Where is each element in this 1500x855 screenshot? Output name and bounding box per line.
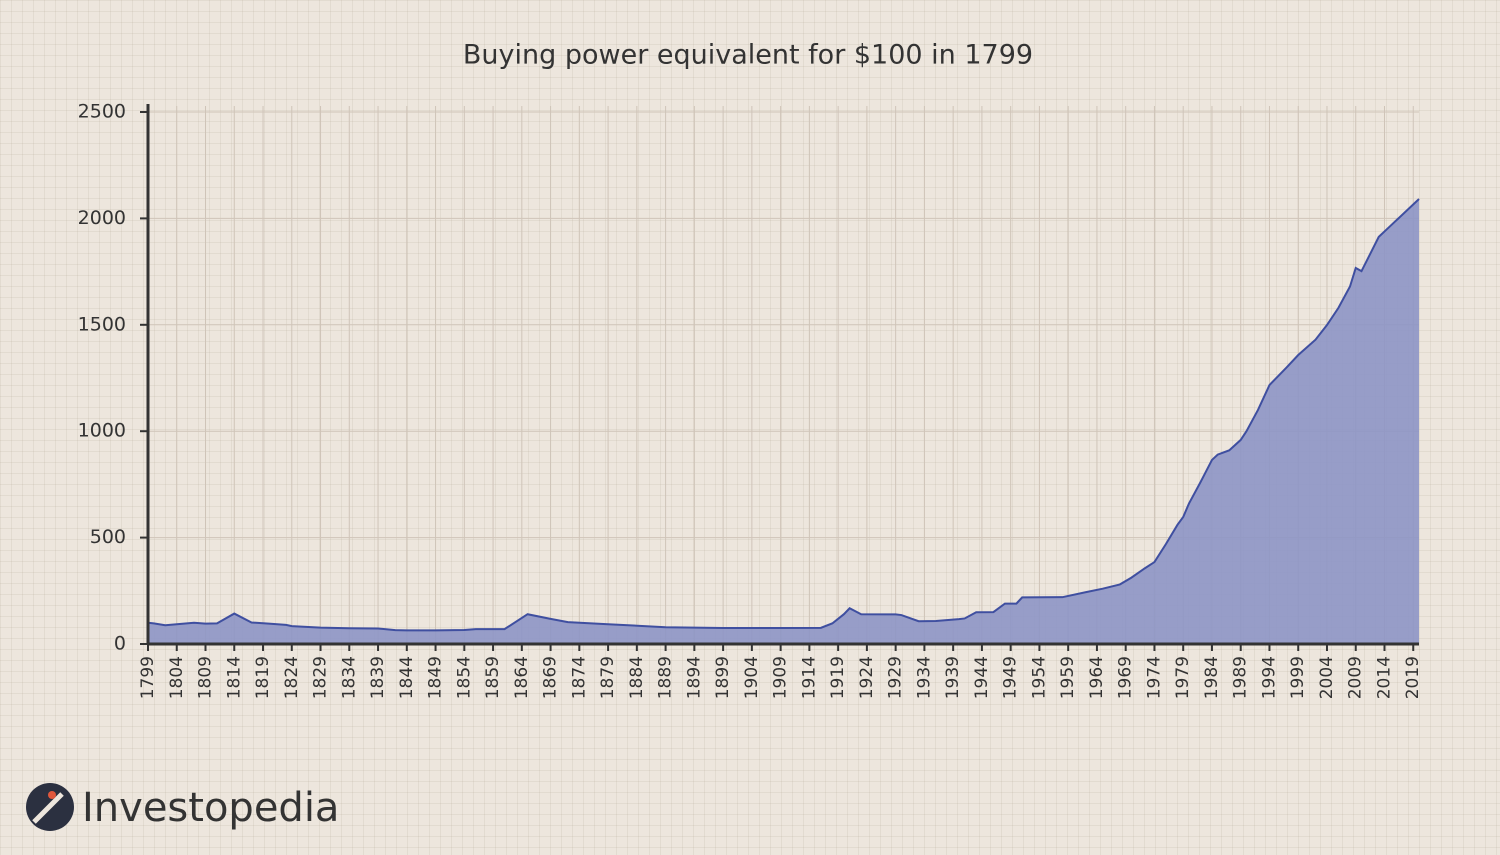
x-tick-label: 1969	[1116, 656, 1136, 699]
x-tick-label: 1999	[1288, 656, 1308, 699]
x-tick-label: 1829	[311, 656, 331, 699]
x-tick-label: 1994	[1259, 656, 1279, 699]
x-tick-label: 1949	[1001, 656, 1021, 699]
y-tick-label: 0	[114, 633, 126, 655]
x-tick-label: 1834	[339, 656, 359, 699]
x-tick-label: 1989	[1231, 656, 1251, 699]
x-tick-label: 1894	[684, 656, 704, 699]
y-tick-label: 1000	[78, 420, 126, 442]
x-tick-label: 1944	[972, 656, 992, 699]
x-tick-label: 1799	[138, 656, 158, 699]
logo-dot	[48, 791, 56, 799]
x-tick-label: 1884	[627, 656, 647, 699]
x-tick-label: 1929	[886, 656, 906, 699]
x-tick-label: 1879	[598, 656, 618, 699]
brand-name: Investopedia	[82, 785, 339, 831]
x-tick-label: 1819	[253, 656, 273, 699]
x-tick-label: 1844	[397, 656, 417, 699]
area-fill	[148, 199, 1419, 644]
x-tick-label: 1909	[771, 656, 791, 699]
x-tick-label: 1904	[742, 656, 762, 699]
x-tick-label: 1939	[943, 656, 963, 699]
x-tick-label: 1954	[1029, 656, 1049, 699]
x-tick-label: 1814	[224, 656, 244, 699]
x-tick-label: 1959	[1058, 656, 1078, 699]
x-tick-label: 1934	[914, 656, 934, 699]
x-tick-label: 1849	[426, 656, 446, 699]
y-tick-label: 500	[90, 526, 126, 548]
x-tick-label: 1839	[368, 656, 388, 699]
x-tick-label: 1964	[1087, 656, 1107, 699]
y-tick-label: 2500	[78, 101, 126, 123]
x-tick-label: 1864	[512, 656, 532, 699]
area-line	[147, 198, 1420, 632]
x-tick-label: 1874	[569, 656, 589, 699]
y-tick-label: 2000	[78, 207, 126, 229]
x-tick-label: 1859	[483, 656, 503, 699]
x-tick-label: 1924	[857, 656, 877, 699]
x-tick-label: 1809	[196, 656, 216, 699]
x-tick-label: 1919	[828, 656, 848, 699]
x-tick-label: 1984	[1202, 656, 1222, 699]
x-tick-label: 1974	[1144, 656, 1164, 699]
x-tick-label: 1854	[454, 656, 474, 699]
x-tick-label: 2004	[1317, 656, 1337, 699]
y-tick-label: 1500	[78, 313, 126, 335]
x-tick-label: 1889	[656, 656, 676, 699]
x-tick-label: 2019	[1403, 656, 1423, 699]
x-tick-label: 1804	[167, 656, 187, 699]
logo-stroke	[32, 792, 64, 824]
brand-logo: Investopedia	[26, 783, 339, 831]
x-tick-label: 1869	[541, 656, 561, 699]
x-tick-label: 1824	[282, 656, 302, 699]
x-tick-label: 2009	[1346, 656, 1366, 699]
chart-title: Buying power equivalent for $100 in 1799	[463, 40, 1033, 71]
x-tick-label: 1979	[1173, 656, 1193, 699]
x-tick-label: 2014	[1374, 656, 1394, 699]
x-tick-label: 1899	[713, 656, 733, 699]
x-tick-label: 1914	[799, 656, 819, 699]
